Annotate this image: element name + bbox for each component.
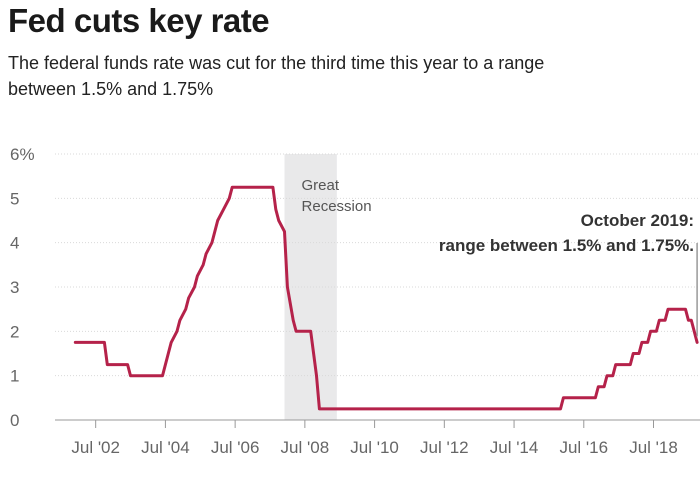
y-tick-label: 1	[10, 367, 19, 386]
x-tick-label: Jul '14	[490, 438, 539, 457]
y-tick-label: 4	[10, 234, 19, 253]
y-tick-label: 2	[10, 322, 19, 341]
x-tick-label: Jul '12	[420, 438, 469, 457]
y-tick-label: 0	[10, 411, 19, 430]
x-tick-label: Jul '16	[559, 438, 608, 457]
y-tick-label: 5	[10, 189, 19, 208]
x-tick-label: Jul '02	[71, 438, 120, 457]
annotation-text: range between 1.5% and 1.75%.	[439, 236, 694, 255]
x-tick-label: Jul '04	[141, 438, 190, 457]
recession-label: Great	[302, 177, 340, 194]
y-tick-label: 6%	[10, 145, 35, 164]
x-tick-label: Jul '06	[211, 438, 260, 457]
y-tick-label: 3	[10, 278, 19, 297]
chart-subtitle: The federal funds rate was cut for the t…	[8, 53, 545, 99]
x-tick-label: Jul '08	[281, 438, 330, 457]
annotation-text: October 2019:	[581, 211, 694, 230]
fed-funds-rate-line	[73, 185, 699, 411]
chart-title: Fed cuts key rate	[8, 2, 270, 39]
recession-label: Recession	[302, 198, 372, 215]
x-tick-label: Jul '18	[629, 438, 678, 457]
x-tick-label: Jul '10	[350, 438, 399, 457]
